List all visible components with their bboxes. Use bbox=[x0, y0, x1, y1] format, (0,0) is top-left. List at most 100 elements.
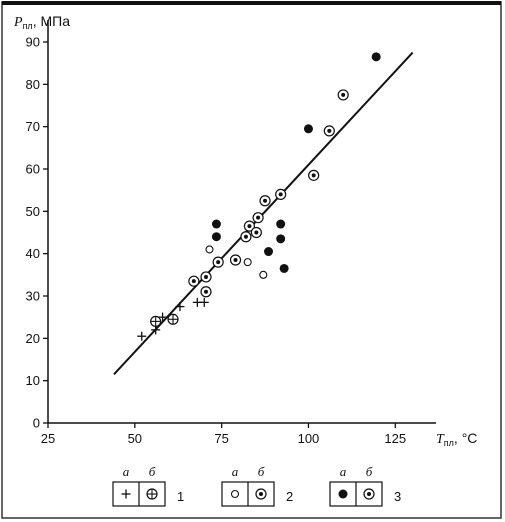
marker-plus bbox=[121, 489, 131, 499]
circle-fill bbox=[264, 247, 274, 257]
y-axis-title: Pпл, МПа bbox=[13, 13, 70, 31]
data-point bbox=[211, 232, 221, 242]
legend-number: 2 bbox=[286, 489, 293, 504]
data-point bbox=[243, 220, 256, 232]
marker-circle-plus bbox=[146, 488, 158, 500]
data-point bbox=[276, 234, 286, 244]
data-points bbox=[137, 52, 381, 341]
legend-group: а б 3 bbox=[329, 464, 401, 507]
axes: 0 10 20 30 40 50 60 70 80 90 25 50 75 100 125 Pпл, МПа T… bbox=[13, 13, 477, 448]
legend-sub-b: б bbox=[366, 464, 373, 479]
marker-open-circle bbox=[230, 489, 240, 499]
circle-center bbox=[341, 92, 346, 97]
circle-center bbox=[216, 260, 221, 265]
legend-sub-a: а bbox=[123, 464, 130, 479]
y-tick-label: 30 bbox=[26, 289, 40, 304]
circle-center bbox=[247, 224, 252, 229]
x-tick-label: 125 bbox=[384, 431, 406, 446]
circle-center bbox=[256, 215, 261, 220]
data-point bbox=[259, 270, 268, 279]
x-tick-label: 50 bbox=[128, 431, 142, 446]
legend-number: 3 bbox=[394, 489, 401, 504]
circle-center bbox=[278, 192, 283, 197]
data-point bbox=[323, 125, 335, 137]
legend: а б 1 а б 2 а б 3 bbox=[112, 464, 401, 507]
x-tick-label: 25 bbox=[41, 431, 55, 446]
circle-ring bbox=[259, 270, 268, 279]
circle-center bbox=[243, 234, 248, 239]
y-tick-label: 10 bbox=[26, 373, 40, 388]
x-tick-label: 100 bbox=[298, 431, 320, 446]
data-point bbox=[199, 297, 209, 307]
circle-fill bbox=[279, 263, 289, 273]
y-tick-label: 80 bbox=[26, 77, 40, 92]
data-point bbox=[229, 254, 242, 266]
circle-center bbox=[204, 289, 209, 294]
marker-filled-circle bbox=[338, 489, 348, 499]
circle-fill bbox=[371, 52, 381, 62]
y-tick-label: 70 bbox=[26, 119, 40, 134]
trend-line-group bbox=[113, 51, 414, 375]
y-tick-label: 40 bbox=[26, 246, 40, 261]
legend-sub-b: б bbox=[149, 464, 156, 479]
data-point bbox=[167, 313, 179, 325]
data-point bbox=[150, 315, 162, 327]
legend-number: 1 bbox=[177, 489, 184, 504]
data-point bbox=[205, 245, 214, 254]
data-point bbox=[200, 286, 212, 298]
marker-circle-dot bbox=[363, 488, 375, 500]
circle-center bbox=[259, 492, 263, 496]
y-tick-label: 0 bbox=[33, 416, 40, 431]
circle-center bbox=[327, 128, 332, 133]
circle-ring bbox=[205, 245, 214, 254]
trend-line bbox=[113, 51, 414, 375]
data-point bbox=[303, 124, 313, 134]
circle-center bbox=[254, 230, 259, 235]
data-point bbox=[337, 89, 349, 101]
data-point bbox=[200, 271, 212, 283]
circle-center bbox=[204, 274, 209, 279]
circle-center bbox=[311, 173, 316, 178]
circle-center bbox=[191, 279, 196, 284]
marker-circle-dot bbox=[255, 488, 267, 500]
circle-fill bbox=[303, 124, 313, 134]
y-tick-label: 50 bbox=[26, 204, 40, 219]
circle-fill bbox=[338, 489, 348, 499]
circle-fill bbox=[211, 232, 221, 242]
data-point bbox=[188, 275, 200, 287]
circle-center bbox=[233, 258, 238, 263]
data-point bbox=[137, 331, 147, 341]
data-point bbox=[175, 302, 185, 312]
data-point bbox=[211, 219, 221, 229]
data-point bbox=[371, 52, 381, 62]
y-tick-label: 90 bbox=[26, 35, 40, 50]
circle-fill bbox=[276, 234, 286, 244]
data-point bbox=[212, 256, 224, 268]
circle-fill bbox=[276, 219, 286, 229]
data-point bbox=[279, 263, 289, 273]
y-tick-label: 20 bbox=[26, 331, 40, 346]
data-point bbox=[158, 312, 168, 322]
circle-ring bbox=[230, 489, 240, 499]
data-point bbox=[276, 219, 286, 229]
circle-center bbox=[367, 492, 371, 496]
x-axis-title: Tпл, °С bbox=[436, 430, 477, 448]
data-point bbox=[259, 195, 271, 207]
legend-group: а б 1 bbox=[112, 464, 184, 507]
data-point bbox=[275, 188, 287, 200]
data-point bbox=[252, 212, 264, 224]
data-point bbox=[243, 258, 252, 267]
x-tick-label: 75 bbox=[214, 431, 228, 446]
data-point bbox=[264, 247, 274, 257]
circle-ring bbox=[243, 258, 252, 267]
circle-fill bbox=[211, 219, 221, 229]
legend-sub-b: б bbox=[258, 464, 265, 479]
legend-group: а б 2 bbox=[221, 464, 293, 507]
data-point bbox=[240, 231, 252, 243]
data-point bbox=[308, 169, 320, 181]
legend-sub-a: а bbox=[232, 464, 239, 479]
circle-center bbox=[263, 198, 268, 203]
